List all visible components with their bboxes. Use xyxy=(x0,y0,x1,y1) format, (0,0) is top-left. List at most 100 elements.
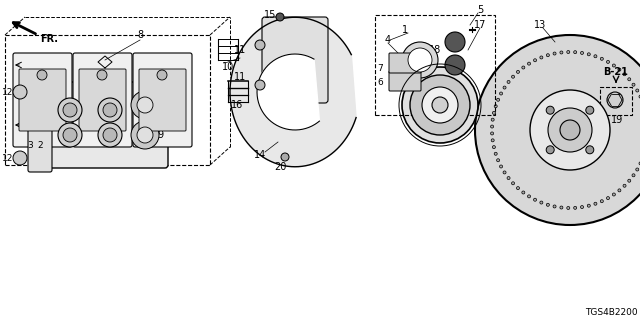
Circle shape xyxy=(511,182,515,185)
Circle shape xyxy=(594,202,597,205)
Circle shape xyxy=(628,78,631,81)
Circle shape xyxy=(607,60,609,63)
Circle shape xyxy=(548,108,592,152)
FancyBboxPatch shape xyxy=(133,53,192,147)
FancyBboxPatch shape xyxy=(32,82,168,168)
Circle shape xyxy=(445,32,465,52)
Circle shape xyxy=(560,120,580,140)
Circle shape xyxy=(507,80,510,84)
Text: 16: 16 xyxy=(231,100,243,110)
Circle shape xyxy=(607,196,609,200)
Text: 2: 2 xyxy=(37,140,43,149)
Circle shape xyxy=(494,105,497,108)
Text: 11: 11 xyxy=(234,45,246,55)
Circle shape xyxy=(547,54,549,57)
Circle shape xyxy=(540,56,543,59)
FancyBboxPatch shape xyxy=(73,53,132,147)
Circle shape xyxy=(580,205,584,209)
Circle shape xyxy=(503,86,506,89)
Circle shape xyxy=(492,111,495,114)
Circle shape xyxy=(13,85,27,99)
FancyBboxPatch shape xyxy=(262,17,328,103)
Polygon shape xyxy=(257,54,319,130)
Circle shape xyxy=(636,168,639,171)
Circle shape xyxy=(497,159,500,162)
Text: 19: 19 xyxy=(611,115,623,125)
Circle shape xyxy=(632,83,635,86)
Text: 5: 5 xyxy=(477,5,483,15)
Circle shape xyxy=(507,177,510,180)
Circle shape xyxy=(586,146,594,154)
Circle shape xyxy=(491,118,494,121)
Text: B-21: B-21 xyxy=(604,67,628,77)
Circle shape xyxy=(98,98,122,122)
Circle shape xyxy=(530,90,610,170)
Circle shape xyxy=(612,64,616,67)
Circle shape xyxy=(497,98,500,101)
Text: 9: 9 xyxy=(157,130,163,140)
Text: 7: 7 xyxy=(377,63,383,73)
Text: 14: 14 xyxy=(254,150,266,160)
Circle shape xyxy=(255,40,265,50)
Circle shape xyxy=(639,162,640,165)
Circle shape xyxy=(408,48,432,72)
Circle shape xyxy=(618,68,621,71)
Text: 11: 11 xyxy=(234,72,246,82)
Circle shape xyxy=(58,123,82,147)
Circle shape xyxy=(522,191,525,194)
Circle shape xyxy=(63,128,77,142)
Text: 6: 6 xyxy=(377,77,383,86)
Circle shape xyxy=(255,80,265,90)
Circle shape xyxy=(503,171,506,174)
Text: 8: 8 xyxy=(137,30,143,40)
Circle shape xyxy=(98,123,122,147)
Circle shape xyxy=(612,193,616,196)
Circle shape xyxy=(13,151,27,165)
Circle shape xyxy=(560,206,563,209)
Circle shape xyxy=(636,89,639,92)
Circle shape xyxy=(546,146,554,154)
Circle shape xyxy=(580,52,584,54)
Circle shape xyxy=(131,121,159,149)
Circle shape xyxy=(422,87,458,123)
Circle shape xyxy=(37,70,47,80)
Circle shape xyxy=(534,198,536,201)
Circle shape xyxy=(639,95,640,98)
FancyBboxPatch shape xyxy=(389,71,421,91)
Circle shape xyxy=(511,75,515,78)
Circle shape xyxy=(618,189,621,192)
Circle shape xyxy=(494,152,497,155)
Circle shape xyxy=(516,70,520,73)
FancyBboxPatch shape xyxy=(79,69,126,131)
Circle shape xyxy=(623,184,626,187)
Circle shape xyxy=(628,179,631,182)
Circle shape xyxy=(281,153,289,161)
Circle shape xyxy=(432,97,448,113)
Text: 3: 3 xyxy=(27,140,33,149)
Text: 15: 15 xyxy=(264,10,276,20)
Circle shape xyxy=(573,51,577,54)
Circle shape xyxy=(492,146,495,148)
Circle shape xyxy=(276,13,284,21)
Text: 1: 1 xyxy=(402,25,408,35)
Circle shape xyxy=(97,70,107,80)
Text: 17: 17 xyxy=(474,20,486,30)
Circle shape xyxy=(527,62,531,65)
Circle shape xyxy=(137,127,153,143)
Bar xyxy=(5,35,210,165)
Text: 12: 12 xyxy=(3,87,13,97)
Circle shape xyxy=(594,55,597,58)
Circle shape xyxy=(500,165,502,168)
Circle shape xyxy=(491,139,494,142)
Circle shape xyxy=(560,51,563,54)
Circle shape xyxy=(402,42,438,78)
Circle shape xyxy=(553,205,556,208)
Text: 9: 9 xyxy=(157,100,163,110)
Circle shape xyxy=(410,75,470,135)
Circle shape xyxy=(547,203,549,206)
Text: 20: 20 xyxy=(274,162,286,172)
FancyBboxPatch shape xyxy=(13,53,72,147)
Circle shape xyxy=(527,195,531,198)
Circle shape xyxy=(553,52,556,55)
Polygon shape xyxy=(230,17,356,167)
